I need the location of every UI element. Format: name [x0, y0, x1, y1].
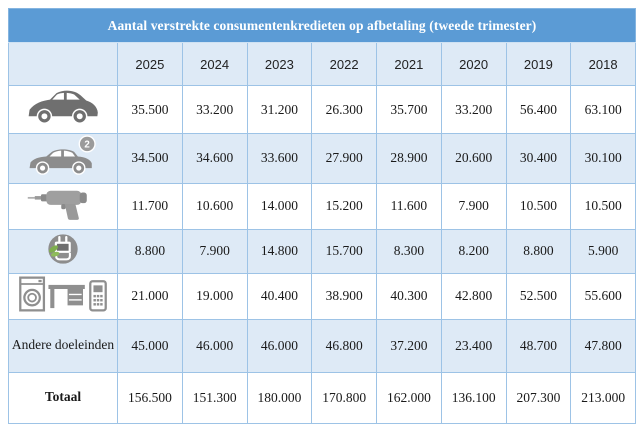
- category-icon-cell: 2: [8, 133, 118, 184]
- table-row: 11.700 10.600 14.000 15.200 11.600 7.900 10.50…: [8, 182, 636, 230]
- title-row: Aantal verstrekte consumentenkredieten o…: [8, 8, 636, 43]
- table-row: 2 34.500 34.600 33.600 27.900 28.900 20.600 30.…: [8, 133, 636, 184]
- value-cell: 34.500: [117, 133, 183, 184]
- value-cell: 35.500: [117, 85, 183, 134]
- value-cell: 33.600: [246, 133, 313, 184]
- category-label-cell: Andere doeleinden: [8, 318, 118, 373]
- value-cell: 28.900: [376, 133, 442, 184]
- value-cell: 8.800: [505, 228, 572, 274]
- value-cell: 33.200: [181, 85, 248, 134]
- value-cell: 180.000: [246, 371, 313, 424]
- value-cell: 20.600: [440, 133, 507, 184]
- year-header-row: 2025 2024 2023 2022 2021 2020 2019 2018: [8, 42, 636, 86]
- value-cell: 46.000: [181, 318, 248, 373]
- year-header: 2023: [246, 42, 313, 86]
- value-cell: 30.400: [505, 133, 572, 184]
- category-icon-cell: [8, 272, 118, 320]
- value-cell: 19.000: [181, 272, 248, 320]
- value-cell: 207.300: [505, 371, 572, 424]
- value-cell: 21.000: [117, 272, 183, 320]
- value-cell: 45.000: [117, 318, 183, 373]
- value-cell: 42.800: [440, 272, 507, 320]
- year-header: 2025: [117, 42, 183, 86]
- value-cell: 15.700: [311, 228, 377, 274]
- value-cell: 34.600: [181, 133, 248, 184]
- used-car-badge: 2: [84, 139, 90, 150]
- year-header: 2019: [505, 42, 572, 86]
- value-cell: 55.600: [570, 272, 636, 320]
- year-header: 2022: [311, 42, 377, 86]
- used-car-icon: 2: [24, 134, 102, 178]
- value-cell: 14.800: [246, 228, 313, 274]
- value-cell: 10.600: [181, 182, 248, 230]
- category-icon-cell: [8, 85, 118, 134]
- consumer-credit-table: Aantal verstrekte consumentenkredieten o…: [8, 8, 636, 424]
- table-row: 8.800 7.900 14.800 15.700 8.300 8.200 8.800 5.9…: [8, 228, 636, 274]
- category-icon-cell: [8, 182, 118, 230]
- year-header: 2018: [570, 42, 636, 86]
- category-icon-cell: [8, 228, 118, 274]
- category-label: Totaal: [44, 389, 82, 405]
- drill-icon: [26, 184, 100, 224]
- value-cell: 170.800: [311, 371, 377, 424]
- value-cell: 136.100: [440, 371, 507, 424]
- value-cell: 38.900: [311, 272, 377, 320]
- table-row: 21.000 19.000 40.400 38.900 40.300 42.800 52.5…: [8, 272, 636, 320]
- value-cell: 52.500: [505, 272, 572, 320]
- value-cell: 35.700: [376, 85, 442, 134]
- value-cell: 213.000: [570, 371, 636, 424]
- value-cell: 46.800: [311, 318, 377, 373]
- value-cell: 5.900: [570, 228, 636, 274]
- value-cell: 46.000: [246, 318, 313, 373]
- table-row: Andere doeleinden 45.000 46.000 46.000 46.80…: [8, 318, 636, 373]
- value-cell: 37.200: [376, 318, 442, 373]
- value-cell: 14.000: [246, 182, 313, 230]
- value-cell: 11.700: [117, 182, 183, 230]
- value-cell: 7.900: [181, 228, 248, 274]
- year-header: 2020: [440, 42, 507, 86]
- value-cell: 56.400: [505, 85, 572, 134]
- category-label: Andere doeleinden: [11, 337, 115, 353]
- year-header: 2024: [181, 42, 248, 86]
- value-cell: 7.900: [440, 182, 507, 230]
- value-cell: 156.500: [117, 371, 183, 424]
- value-cell: 8.200: [440, 228, 507, 274]
- value-cell: 33.200: [440, 85, 507, 134]
- value-cell: 26.300: [311, 85, 377, 134]
- value-cell: 23.400: [440, 318, 507, 373]
- value-cell: 30.100: [570, 133, 636, 184]
- value-cell: 63.100: [570, 85, 636, 134]
- value-cell: 31.200: [246, 85, 313, 134]
- corner-cell: [8, 42, 118, 86]
- page: Aantal verstrekte consumentenkredieten o…: [8, 8, 636, 424]
- value-cell: 47.800: [570, 318, 636, 373]
- table-title: Aantal verstrekte consumentenkredieten o…: [8, 8, 636, 43]
- value-cell: 11.600: [376, 182, 442, 230]
- year-header: 2021: [376, 42, 442, 86]
- value-cell: 10.500: [505, 182, 572, 230]
- value-cell: 40.300: [376, 272, 442, 320]
- new-car-icon: [24, 87, 102, 127]
- value-cell: 151.300: [181, 371, 248, 424]
- value-cell: 8.300: [376, 228, 442, 274]
- energy-plug-icon: [44, 230, 82, 268]
- value-cell: 27.900: [311, 133, 377, 184]
- value-cell: 10.500: [570, 182, 636, 230]
- value-cell: 40.400: [246, 272, 313, 320]
- value-cell: 162.000: [376, 371, 442, 424]
- appliances-icon: [15, 274, 111, 314]
- value-cell: 8.800: [117, 228, 183, 274]
- table-row: 35.500 33.200 31.200 26.300 35.700 33.200 56.4…: [8, 85, 636, 134]
- table-row: Totaal 156.500 151.300 180.000 170.800 162.00…: [8, 371, 636, 424]
- category-label-cell: Totaal: [8, 371, 118, 424]
- value-cell: 48.700: [505, 318, 572, 373]
- value-cell: 15.200: [311, 182, 377, 230]
